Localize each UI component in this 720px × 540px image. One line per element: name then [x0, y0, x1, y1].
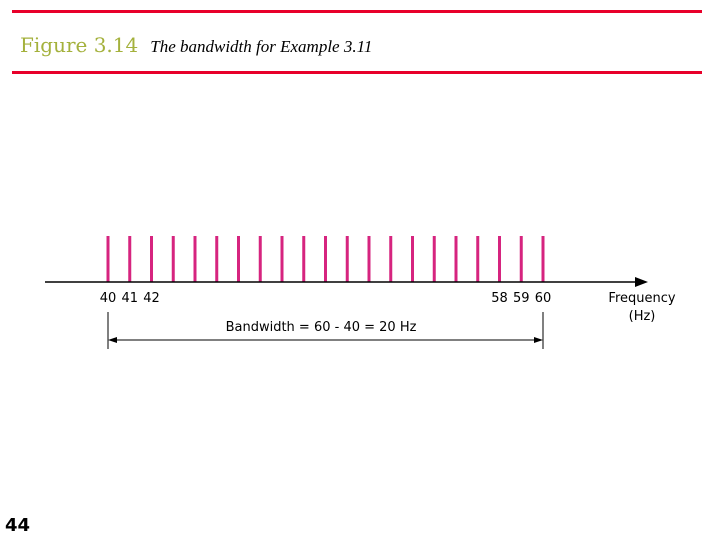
tick-label: 59 — [513, 291, 530, 306]
frequency-bar — [193, 236, 197, 282]
frequency-bar — [324, 236, 327, 282]
frequency-bar — [150, 236, 153, 282]
frequency-bars — [106, 236, 545, 282]
bandwidth-arrow-left — [108, 337, 117, 343]
frequency-bar — [519, 236, 523, 282]
frequency-bar — [280, 236, 284, 282]
tick-label: 58 — [491, 291, 508, 306]
figure-label: Figure 3.14 — [20, 33, 139, 57]
axis-label-frequency: Frequency — [608, 291, 675, 306]
tick-label: 41 — [121, 291, 138, 306]
frequency-bar — [215, 236, 219, 282]
frequency-bar — [454, 236, 458, 282]
frequency-bar — [258, 236, 262, 282]
frequency-bar — [541, 236, 545, 282]
frequency-bar — [389, 236, 393, 282]
frequency-bar — [171, 236, 175, 282]
frequency-bar — [302, 236, 306, 282]
frequency-bar — [476, 236, 480, 282]
figure-title: Figure 3.14 The bandwidth for Example 3.… — [20, 33, 372, 57]
figure-caption: The bandwidth for Example 3.11 — [150, 37, 373, 56]
frequency-bar — [432, 236, 436, 282]
page-number: 44 — [5, 515, 31, 536]
bandwidth-arrow-right — [534, 337, 543, 343]
top-red-rule — [12, 10, 702, 13]
tick-label: 40 — [100, 291, 117, 306]
tick-labels-right: 58 59 60 — [491, 291, 551, 306]
frequency-bar — [128, 236, 132, 282]
frequency-bar — [411, 236, 414, 282]
frequency-bar — [345, 236, 349, 282]
tick-label: 42 — [143, 291, 160, 306]
tick-labels-left: 40 41 42 — [100, 291, 160, 306]
frequency-bar — [237, 236, 240, 282]
frequency-bar — [498, 236, 501, 282]
frequency-bar — [367, 236, 371, 282]
tick-label: 60 — [535, 291, 552, 306]
bandwidth-annotation: Bandwidth = 60 - 40 = 20 Hz — [226, 320, 417, 335]
frequency-bar — [106, 236, 110, 282]
bottom-red-rule — [12, 71, 702, 74]
bandwidth-label-bg — [222, 316, 420, 335]
axis-label-unit: (Hz) — [629, 309, 656, 324]
axis-arrowhead — [635, 277, 648, 287]
